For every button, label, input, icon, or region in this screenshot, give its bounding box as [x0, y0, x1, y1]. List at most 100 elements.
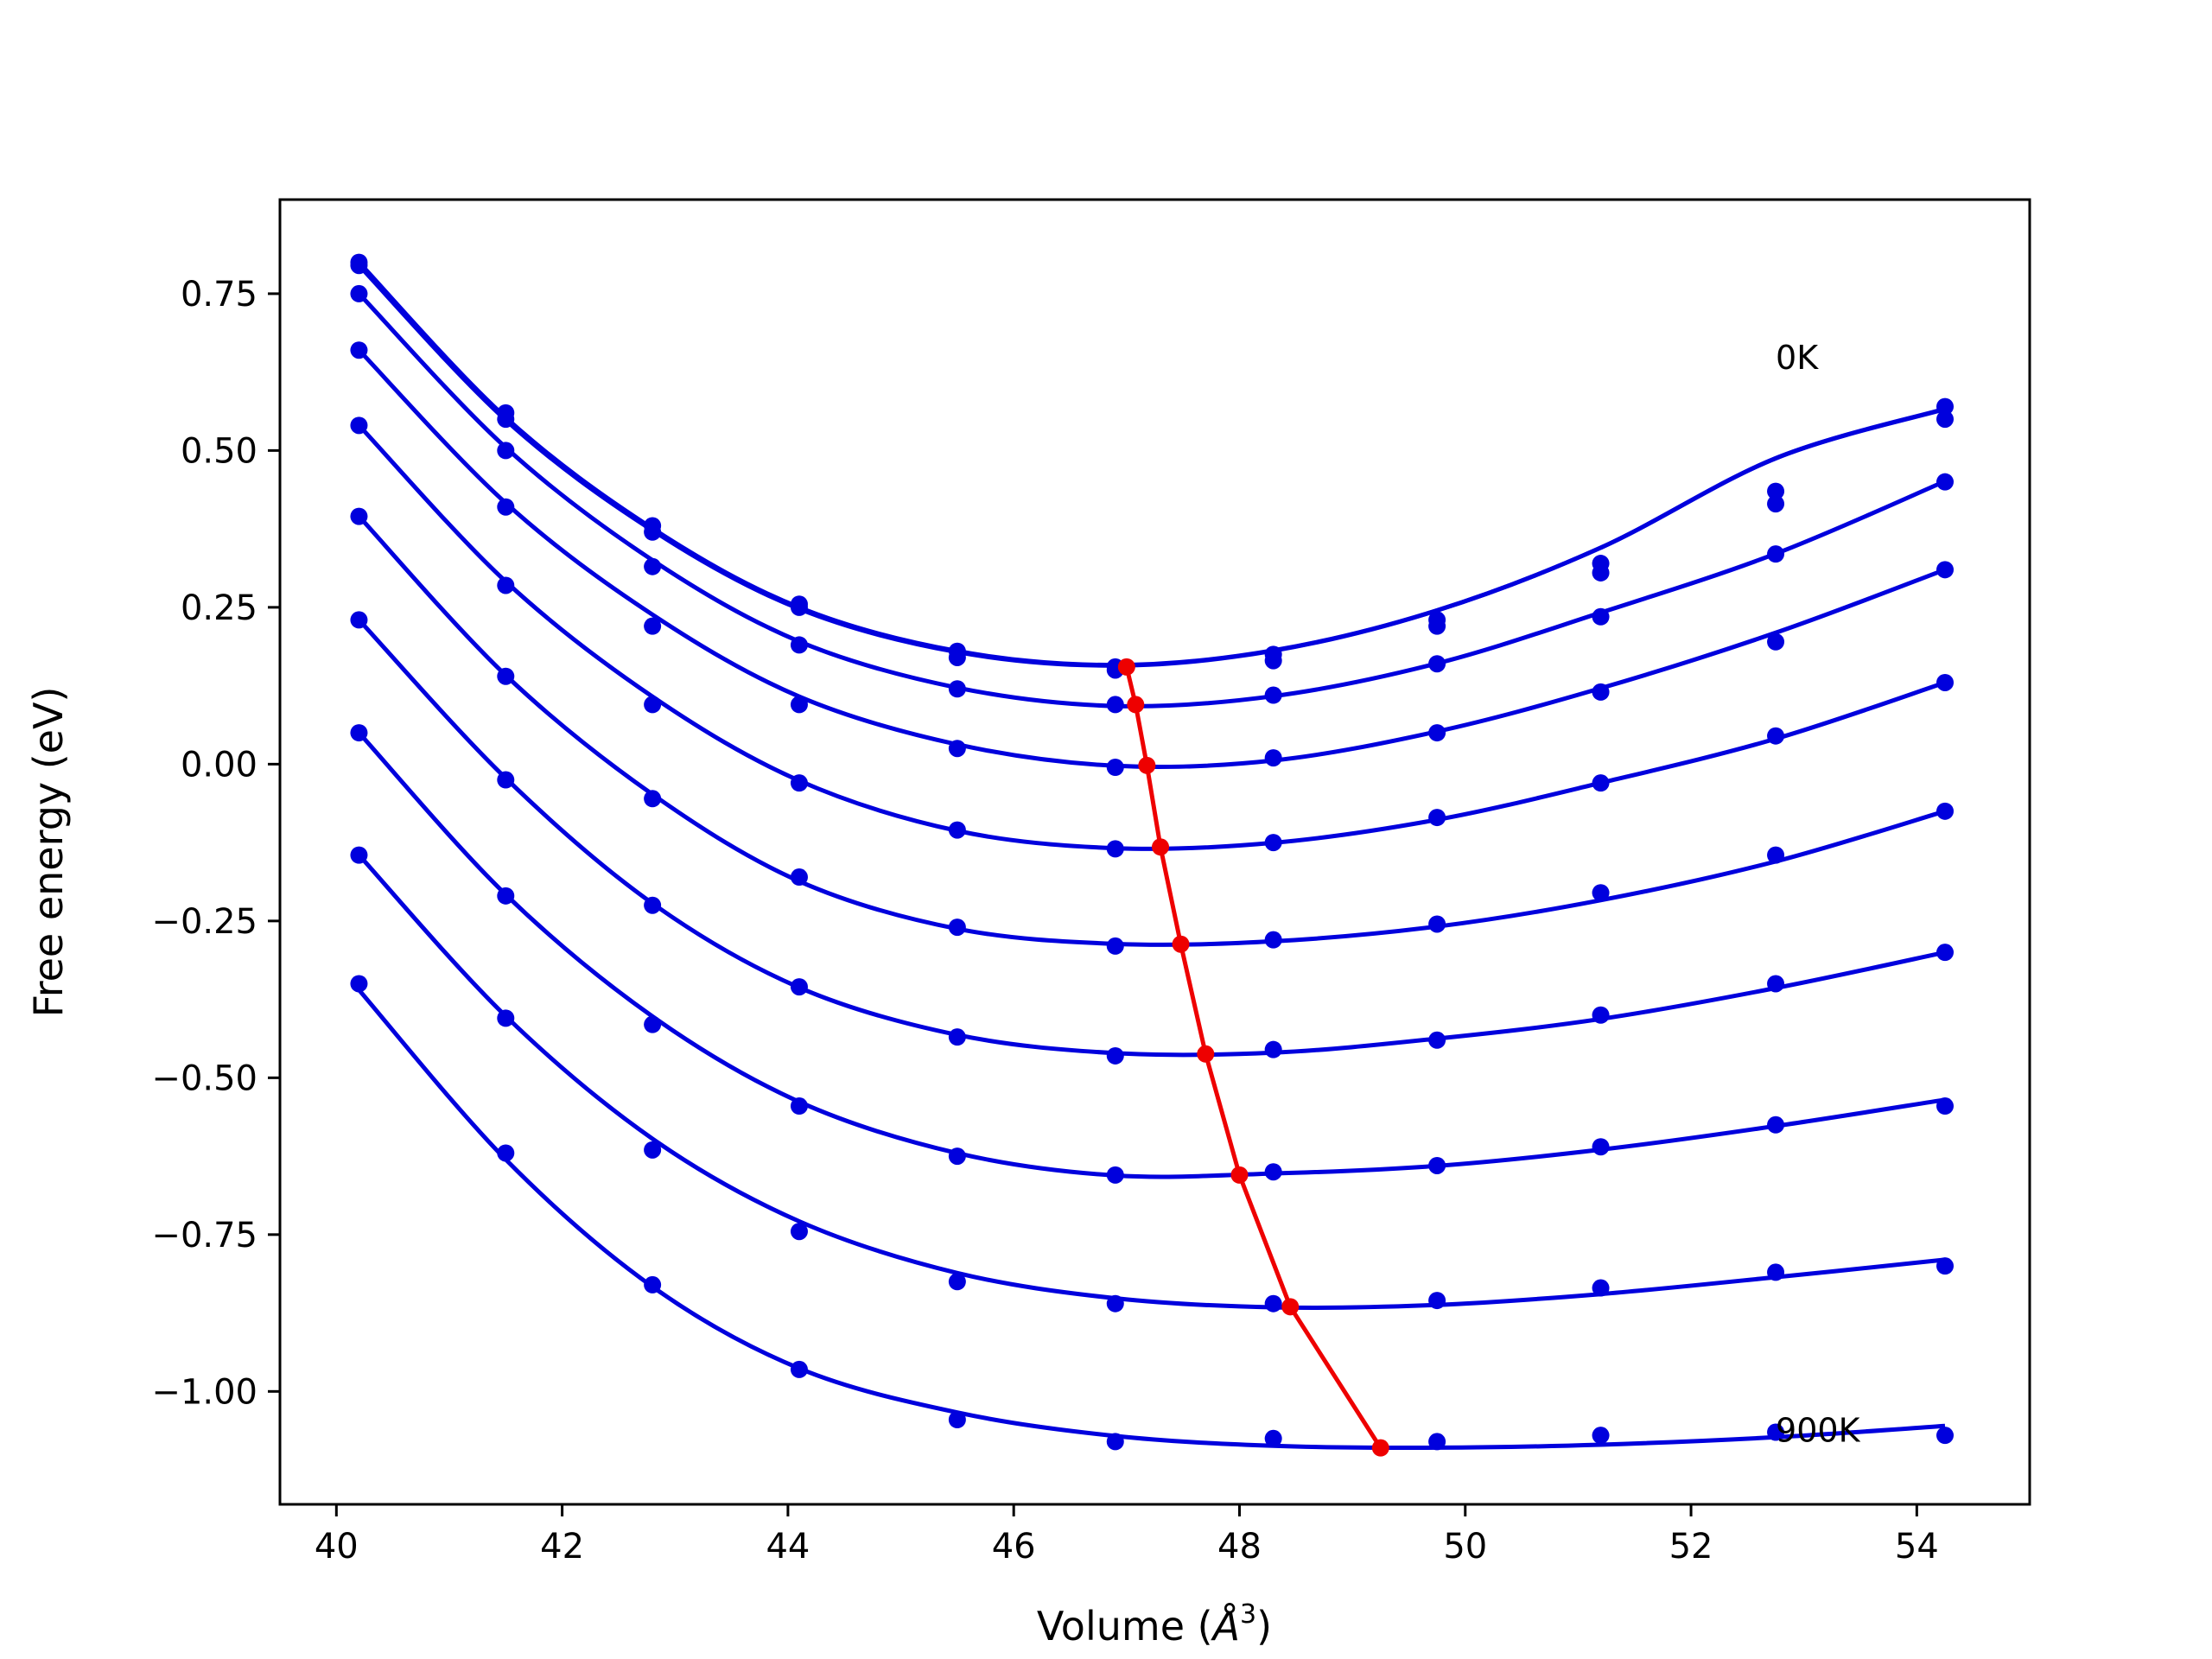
y-tick-label: 0.00 — [181, 745, 257, 785]
minima-polyline — [1124, 666, 1382, 1450]
series-2-point-0 — [350, 284, 368, 302]
series-9-point-4 — [948, 1410, 966, 1428]
series-0-curve — [357, 260, 1946, 668]
series-2-point-2 — [644, 557, 662, 575]
x-tick-label: 46 — [992, 1527, 1036, 1567]
series-4-point-5 — [1106, 840, 1124, 858]
series-5-point-1 — [497, 667, 515, 685]
series-8-point-4 — [948, 1273, 966, 1291]
series-9-point-5 — [1106, 1433, 1124, 1451]
series-4-point-3 — [790, 774, 808, 792]
minima-point-2 — [1138, 756, 1156, 774]
series-7-point-7 — [1428, 1156, 1446, 1174]
series-7-point-6 — [1264, 1163, 1282, 1181]
plot-frame — [278, 198, 2031, 1506]
y-tick-label: −0.25 — [151, 902, 257, 942]
x-tick-label: 54 — [1895, 1527, 1939, 1567]
series-6-point-4 — [948, 1028, 966, 1046]
series-4-point-8 — [1592, 774, 1610, 792]
series-5-point-8 — [1592, 884, 1610, 902]
x-tick-label: 40 — [315, 1527, 359, 1567]
series-points — [350, 253, 1955, 1451]
series-0-point-9 — [1767, 482, 1785, 500]
series-1-point-10 — [1936, 410, 1955, 429]
series-3-point-1 — [497, 498, 515, 516]
series-1-point-2 — [644, 523, 662, 541]
series-2-point-10 — [1936, 473, 1955, 491]
series-8-point-9 — [1767, 1263, 1785, 1281]
series-2-point-4 — [948, 680, 966, 698]
series-5-point-5 — [1106, 937, 1124, 955]
series-6-point-2 — [644, 896, 662, 914]
y-axis-label: Free energy (eV) — [25, 687, 72, 1018]
series-8-point-7 — [1428, 1292, 1446, 1310]
series-8-point-1 — [497, 1009, 515, 1027]
series-1-point-7 — [1428, 617, 1446, 635]
series-6-point-5 — [1106, 1046, 1124, 1065]
series-1-point-0 — [350, 257, 368, 275]
series-2-point-5 — [1106, 696, 1124, 714]
minima-point-1 — [1127, 696, 1145, 714]
series-4-point-7 — [1428, 809, 1446, 827]
annotation-900k: 900K — [1776, 1411, 1861, 1449]
series-7-point-5 — [1106, 1166, 1124, 1184]
y-tick-label: 0.75 — [181, 275, 257, 315]
series-8-curve — [357, 853, 1946, 1310]
series-7-point-10 — [1936, 1097, 1955, 1116]
series-2-point-9 — [1767, 545, 1785, 563]
series-1-point-3 — [790, 598, 808, 616]
series-3-point-0 — [350, 341, 368, 359]
series-6-point-10 — [1936, 944, 1955, 962]
series-8-point-6 — [1264, 1294, 1282, 1313]
y-tick-label: 0.50 — [181, 431, 257, 471]
series-5-point-9 — [1767, 846, 1785, 864]
series-7-point-3 — [790, 1097, 808, 1116]
series-5-point-7 — [1428, 915, 1446, 933]
series-6-point-3 — [790, 978, 808, 996]
series-2-curve — [357, 292, 1946, 709]
series-5-point-6 — [1264, 931, 1282, 949]
y-tick-label: −1.00 — [151, 1372, 257, 1412]
series-5-curve — [357, 514, 1946, 947]
x-tick-label: 52 — [1669, 1527, 1713, 1567]
series-8-point-8 — [1592, 1279, 1610, 1297]
series-1-point-6 — [1264, 652, 1282, 670]
series-3-point-7 — [1428, 724, 1446, 742]
series-9-point-1 — [497, 1144, 515, 1162]
series-2-point-1 — [497, 442, 515, 460]
series-3-point-10 — [1936, 561, 1955, 579]
minima-point-8 — [1371, 1439, 1389, 1457]
series-6-point-8 — [1592, 1006, 1610, 1024]
series-0-point-10 — [1936, 397, 1955, 416]
series-5-point-4 — [948, 918, 966, 937]
series-5-point-0 — [350, 507, 368, 525]
series-6-point-7 — [1428, 1031, 1446, 1049]
series-4-point-10 — [1936, 673, 1955, 691]
series-1-point-1 — [497, 410, 515, 429]
minima-point-0 — [1117, 658, 1135, 676]
series-2-point-3 — [790, 636, 808, 654]
series-2-point-7 — [1428, 655, 1446, 673]
y-tick-label: −0.50 — [151, 1058, 257, 1098]
y-tick-label: 0.25 — [181, 588, 257, 628]
series-curves — [357, 260, 1946, 1451]
y-tick-label: −0.75 — [151, 1216, 257, 1255]
x-tick-label: 48 — [1217, 1527, 1262, 1567]
x-tick-label: 42 — [540, 1527, 584, 1567]
series-6-point-0 — [350, 611, 368, 629]
series-3-point-5 — [1106, 758, 1124, 776]
series-8-point-2 — [644, 1141, 662, 1159]
series-4-point-2 — [644, 696, 662, 714]
series-9-point-6 — [1264, 1429, 1282, 1447]
series-4-point-6 — [1264, 834, 1282, 852]
series-2-point-6 — [1264, 686, 1282, 704]
series-3-point-9 — [1767, 632, 1785, 651]
series-7-point-2 — [644, 1015, 662, 1033]
series-4-point-4 — [948, 821, 966, 839]
series-9-point-7 — [1428, 1433, 1446, 1451]
series-8-point-5 — [1106, 1294, 1124, 1313]
series-7-point-4 — [948, 1147, 966, 1166]
series-6-point-1 — [497, 771, 515, 789]
minima-point-6 — [1230, 1166, 1249, 1184]
series-9-point-3 — [790, 1360, 808, 1378]
